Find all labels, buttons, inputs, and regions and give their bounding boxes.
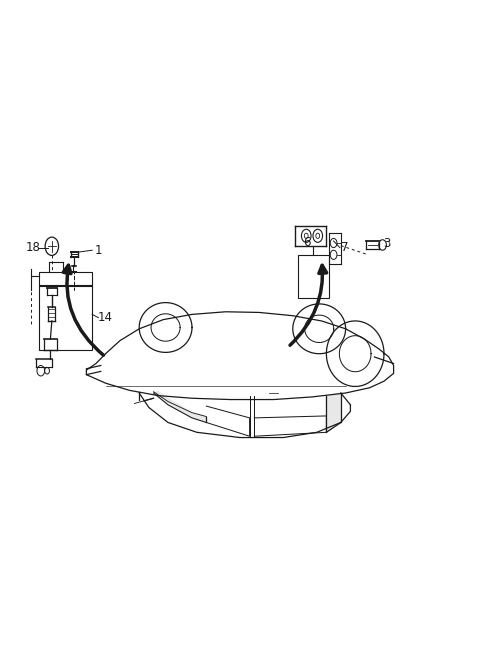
Bar [39,272,92,286]
Bar [298,255,329,298]
Text: 1: 1 [95,244,102,257]
Text: 14: 14 [98,311,113,324]
Text: 3: 3 [383,237,390,250]
Text: 6: 6 [303,236,311,249]
Text: 18: 18 [25,241,40,254]
Polygon shape [154,392,206,422]
Polygon shape [326,393,341,432]
Bar [39,285,92,350]
Text: 7: 7 [341,241,348,254]
